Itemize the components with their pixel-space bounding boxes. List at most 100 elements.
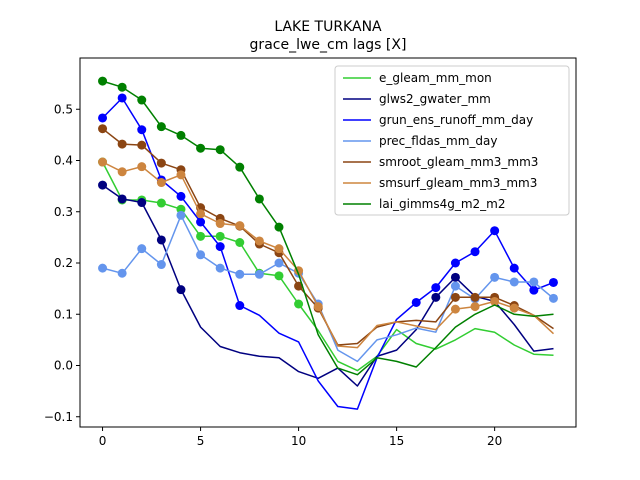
y-tick-label: 0.3 <box>54 205 73 219</box>
data-point <box>235 269 245 279</box>
legend-label: smroot_gleam_mm3_mm3 <box>379 155 538 169</box>
data-point <box>274 222 284 232</box>
y-tick-label: −0.1 <box>44 410 73 424</box>
data-point <box>137 162 147 172</box>
data-point <box>98 180 108 190</box>
data-point <box>450 281 460 291</box>
data-point <box>529 285 539 295</box>
data-point <box>431 292 441 302</box>
legend-label: prec_fldas_mm_day <box>379 134 498 148</box>
data-point <box>196 209 206 219</box>
data-point <box>470 302 480 312</box>
legend-item: e_gleam_mm_mon <box>343 71 492 85</box>
x-tick-label: 10 <box>291 434 306 448</box>
legend-item: smsurf_gleam_mm3_mm3 <box>343 176 537 190</box>
legend-label: glws2_gwater_mm <box>379 92 491 106</box>
data-point <box>215 231 225 241</box>
data-point <box>156 235 166 245</box>
data-point <box>117 268 127 278</box>
data-point <box>215 145 225 155</box>
legend-label: smsurf_gleam_mm3_mm3 <box>379 176 537 190</box>
data-point <box>450 304 460 314</box>
x-tick-label: 20 <box>487 434 502 448</box>
data-point <box>274 271 284 281</box>
data-point <box>137 95 147 105</box>
y-tick-label: 0.5 <box>54 102 73 116</box>
data-point <box>274 244 284 254</box>
data-point <box>98 263 108 273</box>
data-point <box>235 238 245 247</box>
data-point <box>156 198 166 208</box>
data-point <box>156 260 166 270</box>
data-point <box>117 139 127 149</box>
legend-label: grun_ens_runoff_mm_day <box>379 113 533 127</box>
data-point <box>294 299 304 309</box>
y-tick-label: 0.2 <box>54 256 73 270</box>
data-point <box>490 226 500 236</box>
legend-item: prec_fldas_mm_day <box>343 134 498 148</box>
data-point <box>509 277 519 287</box>
data-point <box>117 93 127 103</box>
y-tick-label: 0.4 <box>54 154 73 168</box>
series-grun_ens_runoff_mm_day <box>98 93 558 410</box>
series-layer <box>98 76 558 410</box>
data-point <box>313 302 323 312</box>
data-point <box>490 296 500 306</box>
y-axis: −0.1 0.0 0.1 0.2 0.3 0.4 0.5 <box>44 102 80 424</box>
data-point <box>235 221 245 231</box>
data-point <box>117 167 127 177</box>
legend-item: lai_gimms4g_m2_m2 <box>343 197 506 211</box>
x-tick-label: 15 <box>389 434 404 448</box>
data-point <box>254 236 264 246</box>
data-point <box>431 283 441 293</box>
data-point <box>450 258 460 268</box>
data-point <box>176 130 186 140</box>
data-point <box>450 272 460 282</box>
data-point <box>176 191 186 201</box>
data-point <box>215 263 225 273</box>
data-point <box>176 210 186 220</box>
series-lai_gimms4g_m2_m2 <box>98 76 554 376</box>
data-point <box>196 217 206 227</box>
data-point <box>254 194 264 204</box>
data-point <box>176 170 186 180</box>
data-point <box>98 113 108 123</box>
y-tick-label: 0.0 <box>54 359 73 373</box>
data-point <box>137 198 147 208</box>
data-point <box>117 82 127 92</box>
chart-subtitle: grace_lwe_cm lags [X] <box>250 37 407 53</box>
x-tick-label: 5 <box>197 434 205 448</box>
data-point <box>548 293 558 303</box>
data-point <box>117 194 127 204</box>
data-point <box>470 247 480 257</box>
data-point <box>98 76 108 86</box>
data-point <box>196 250 206 260</box>
data-point <box>176 285 186 295</box>
legend-item: smroot_gleam_mm3_mm3 <box>343 155 538 169</box>
data-point <box>294 281 304 291</box>
data-point <box>215 242 225 252</box>
legend: e_gleam_mm_mon glws2_gwater_mm grun_ens_ru… <box>334 65 570 216</box>
legend-box <box>334 65 570 216</box>
data-point <box>529 277 539 287</box>
data-point <box>548 277 558 287</box>
legend-label: lai_gimms4g_m2_m2 <box>379 197 506 211</box>
data-point <box>156 178 166 188</box>
data-point <box>137 140 147 150</box>
data-point <box>156 158 166 168</box>
legend-item: glws2_gwater_mm <box>343 92 491 106</box>
data-point <box>235 301 245 311</box>
data-point <box>137 244 147 254</box>
series-smsurf_gleam_mm3_mm3 <box>98 157 555 349</box>
data-point <box>411 297 421 307</box>
data-point <box>254 269 264 279</box>
legend-item: grun_ens_runoff_mm_day <box>343 113 533 127</box>
data-point <box>98 157 108 167</box>
data-point <box>137 125 147 135</box>
data-point <box>274 258 284 268</box>
data-point <box>490 272 500 282</box>
data-point <box>156 122 166 132</box>
data-point <box>509 263 519 273</box>
data-point <box>470 292 480 302</box>
